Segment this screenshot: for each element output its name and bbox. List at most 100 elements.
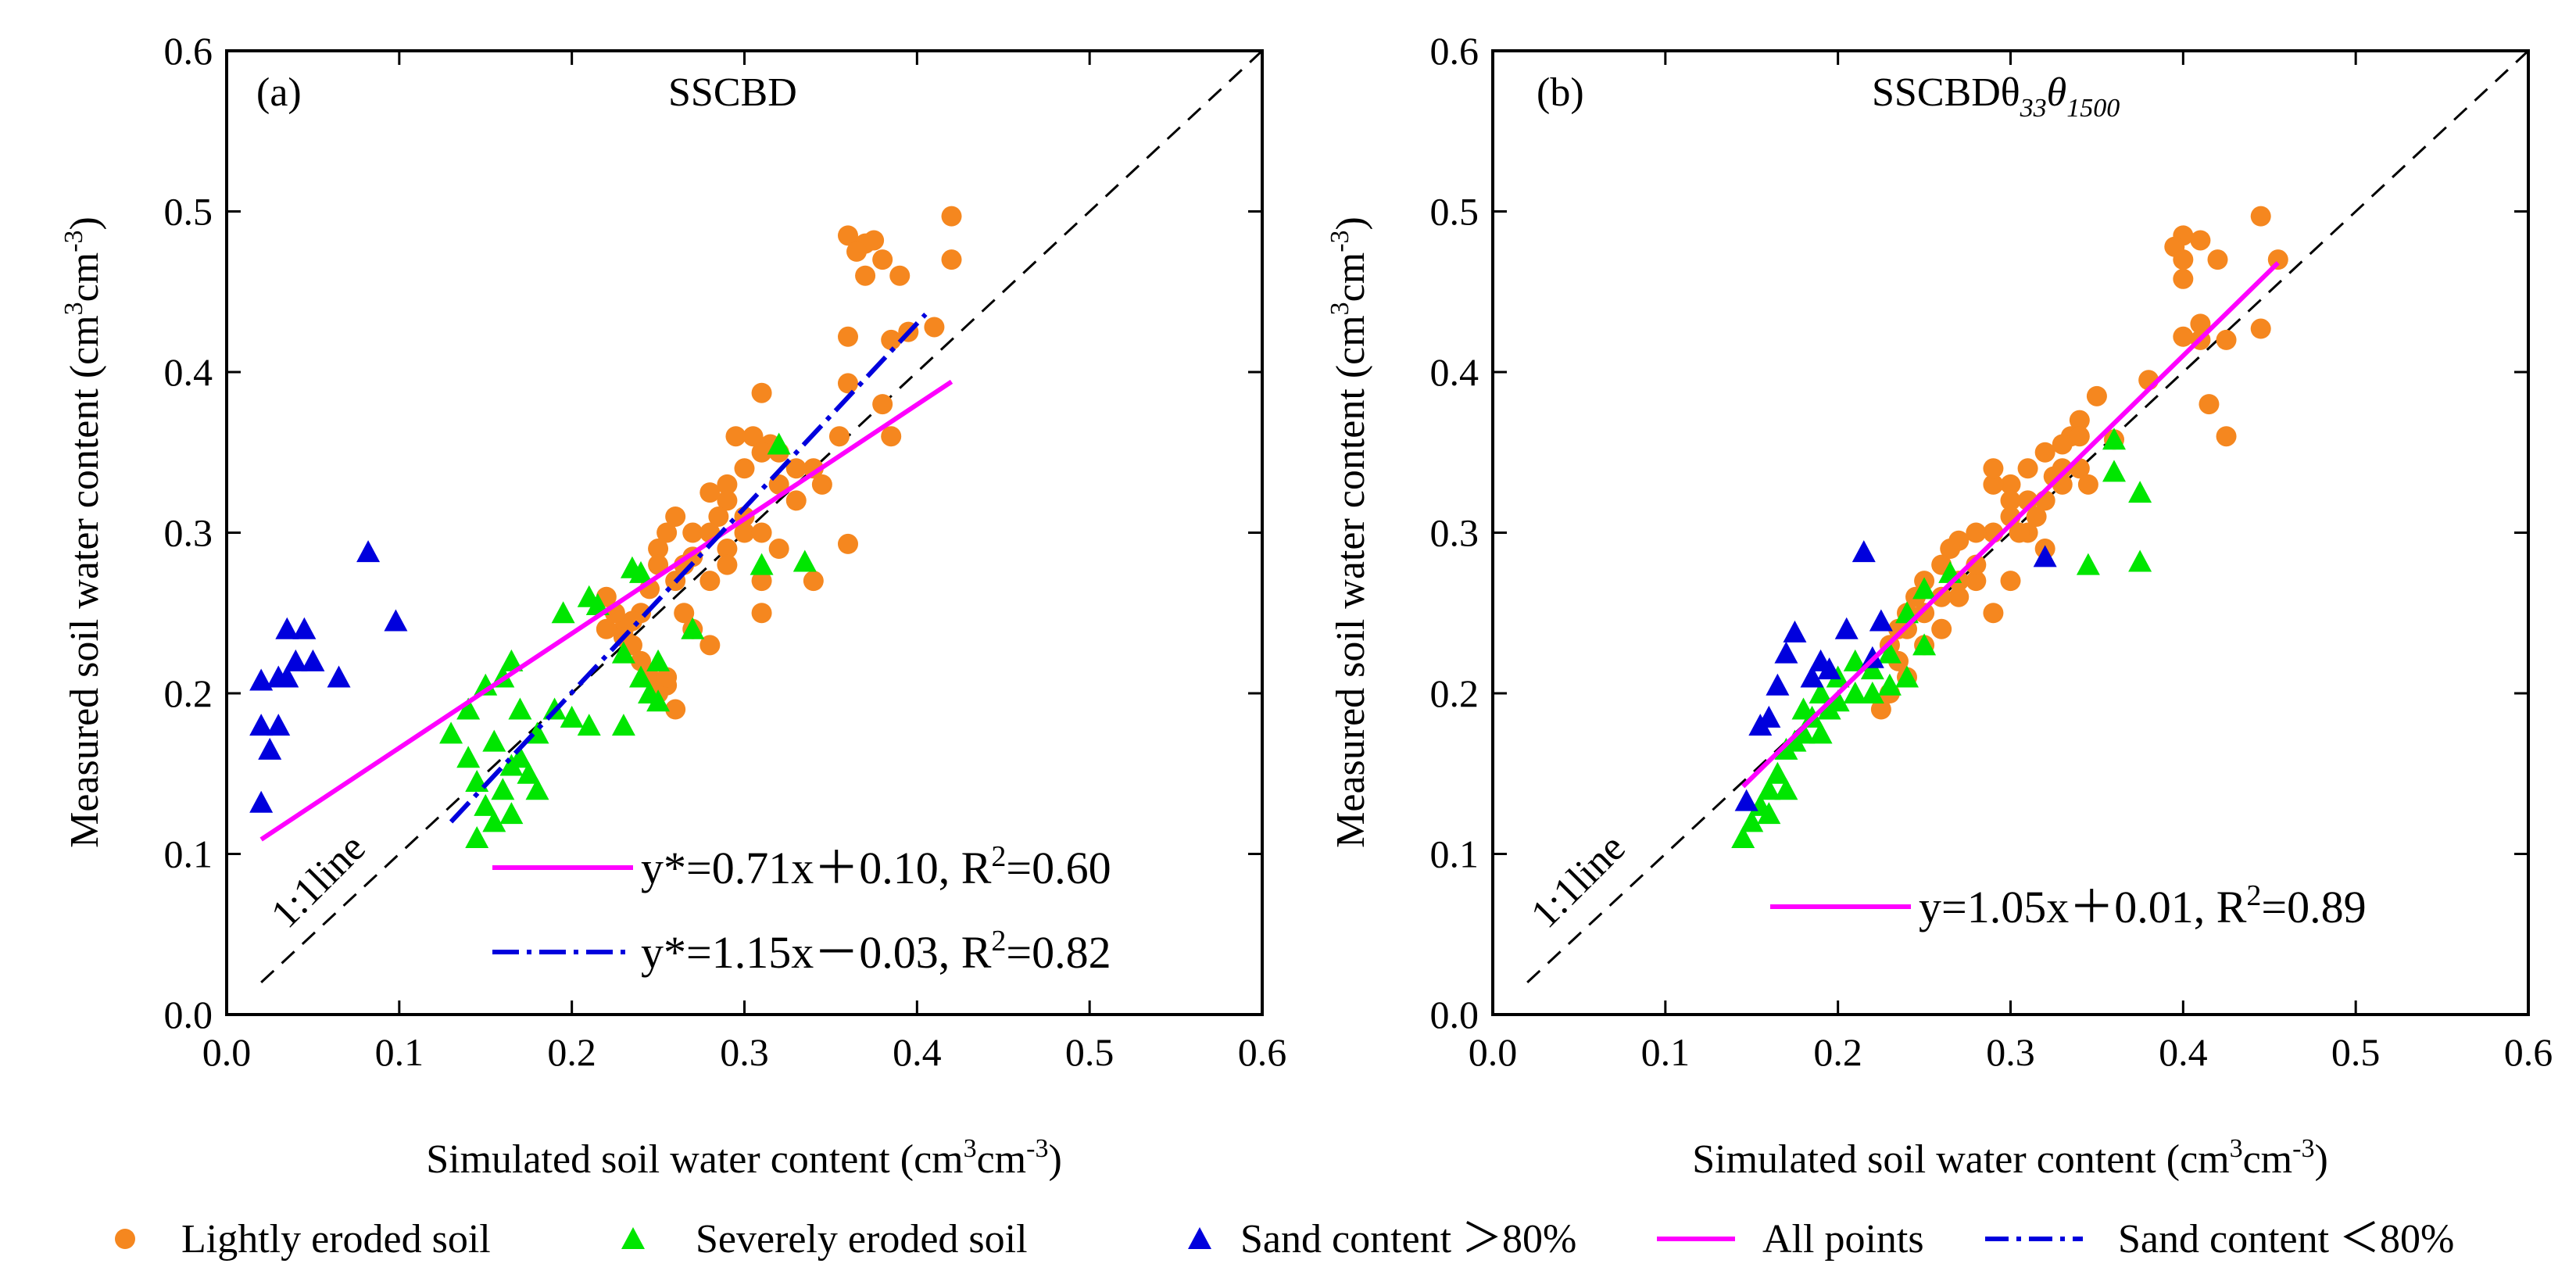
- point-lightly: [838, 533, 858, 554]
- point-lightly: [785, 458, 807, 479]
- point-lightly: [1870, 699, 1891, 720]
- legend-marker-severely: [621, 1227, 645, 1249]
- point-severely: [611, 641, 635, 664]
- point-lightly: [657, 522, 678, 543]
- point-severely: [517, 761, 541, 784]
- legend-label-lightly: Lightly eroded soil: [181, 1217, 491, 1262]
- point-lightly: [864, 230, 885, 251]
- point-sand: [356, 540, 381, 563]
- point-sand: [1800, 665, 1824, 688]
- point-lightly: [872, 394, 893, 415]
- point-sand: [1834, 617, 1859, 639]
- point-severely: [499, 802, 524, 825]
- point-lightly: [872, 249, 893, 270]
- x-axis-label: Simulated soil water content (cm3cm-3): [1692, 1134, 2328, 1182]
- point-severely: [629, 665, 653, 688]
- point-severely: [560, 705, 584, 728]
- x-tick-label: 0.3: [720, 1030, 769, 1074]
- point-severely: [482, 729, 506, 752]
- point-lightly: [699, 482, 721, 503]
- point-lightly: [742, 426, 764, 447]
- point-lightly: [2000, 571, 2021, 592]
- point-sand: [1757, 705, 1781, 728]
- point-sand: [275, 617, 299, 639]
- point-severely: [1843, 649, 1867, 671]
- x-tick-label: 0.0: [202, 1030, 252, 1074]
- panel-b: 0.0 0.1 0.2 0.3 0.4 0.5 0.6 0.0 0.1 0.2 0.3 0.4 0.5 0…: [1326, 29, 2553, 1182]
- point-lightly: [1966, 554, 1987, 575]
- point-lightly: [2173, 249, 2194, 270]
- y-tick-label: 0.5: [1430, 190, 1479, 234]
- point-severely: [551, 601, 575, 624]
- legend-label-severely: Severely eroded soil: [696, 1217, 1028, 1262]
- point-sand: [1869, 609, 1893, 632]
- point-severely: [474, 673, 498, 696]
- point-lightly: [1931, 586, 1952, 607]
- point-lightly: [2199, 394, 2220, 415]
- point-lightly: [881, 329, 902, 350]
- point-sand: [1734, 789, 1758, 811]
- point-lightly: [1914, 603, 1935, 624]
- y-tick-label: 0.3: [164, 511, 213, 555]
- one-to-one-label: 1:1line: [263, 825, 374, 936]
- point-severely: [1860, 657, 1884, 680]
- point-lightly: [1966, 571, 1987, 592]
- point-lightly: [2190, 313, 2211, 335]
- point-lightly: [941, 206, 962, 227]
- point-sand: [292, 617, 317, 639]
- point-lightly: [682, 522, 703, 543]
- point-lightly: [631, 650, 651, 671]
- point-lightly: [1983, 474, 2004, 495]
- y-tick-label: 0.1: [164, 832, 213, 876]
- point-lightly: [2009, 522, 2030, 543]
- point-severely: [1809, 721, 1833, 744]
- y-tick-label: 0.2: [1430, 671, 1479, 715]
- y-tick-label: 0.2: [164, 671, 213, 715]
- x-tick-label: 0.1: [1641, 1030, 1690, 1074]
- y-tick-label: 0.1: [1430, 832, 1479, 876]
- point-lightly: [665, 506, 686, 527]
- point-lightly: [803, 458, 824, 479]
- x-tick-label: 0.6: [2504, 1030, 2553, 1074]
- panel-label: (b): [1537, 70, 1584, 115]
- legend-label-sand-lt: Sand content ＜80%: [2118, 1217, 2454, 1262]
- point-severely: [577, 714, 601, 736]
- point-sand: [1783, 620, 1807, 642]
- point-severely: [792, 549, 817, 572]
- y-tick-label: 0.4: [1430, 350, 1479, 394]
- point-sand: [2033, 545, 2057, 567]
- point-severely: [1757, 802, 1781, 825]
- point-sand: [301, 649, 325, 671]
- point-severely: [1791, 697, 1816, 720]
- point-severely: [681, 617, 705, 639]
- point-lightly: [596, 618, 617, 639]
- point-lightly: [1948, 586, 1970, 607]
- point-sand: [258, 737, 282, 760]
- point-lightly: [2034, 442, 2055, 463]
- point-severely: [499, 649, 524, 671]
- point-sand: [384, 609, 408, 632]
- y-axis-label: Measured soil water content (cm3cm-3): [1326, 217, 1373, 848]
- point-lightly: [708, 506, 729, 527]
- x-tick-label: 0.6: [1238, 1030, 1287, 1074]
- point-lightly: [2216, 426, 2237, 447]
- point-sand: [1852, 540, 1876, 563]
- legend-marker-lightly: [115, 1229, 135, 1249]
- point-severely: [750, 553, 774, 575]
- point-lightly: [855, 265, 876, 286]
- point-severely: [1809, 682, 1833, 703]
- point-lightly: [2026, 506, 2047, 527]
- point-sand: [267, 714, 291, 736]
- point-severely: [1817, 697, 1841, 720]
- point-lightly: [751, 522, 772, 543]
- point-severely: [1774, 737, 1798, 760]
- point-severely: [1757, 778, 1781, 800]
- point-lightly: [2173, 268, 2194, 289]
- point-severely: [439, 721, 463, 744]
- point-lightly: [734, 522, 755, 543]
- x-tick-label: 0.0: [1469, 1030, 1518, 1074]
- point-severely: [508, 746, 532, 768]
- point-lightly: [2000, 474, 2021, 495]
- point-lightly: [2000, 490, 2021, 511]
